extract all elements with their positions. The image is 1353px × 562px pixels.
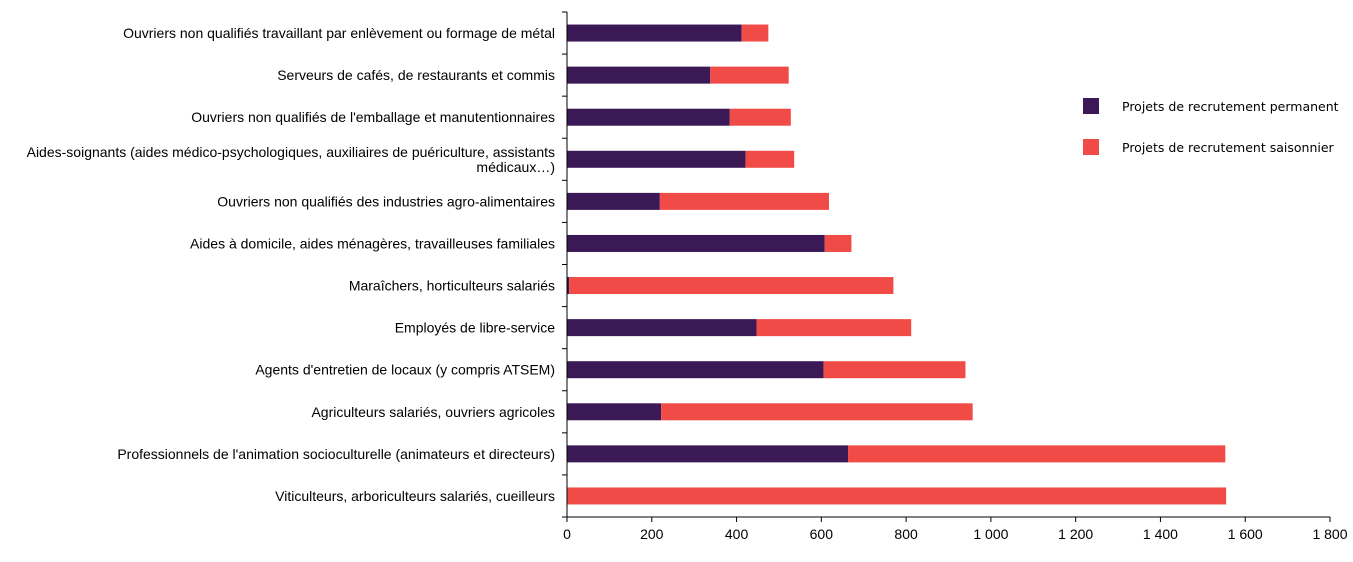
category-labels: Ouvriers non qualifiés travaillant par e… [27, 25, 556, 504]
category-label-6: Maraîchers, horticulteurs salariés [349, 278, 555, 294]
bar-permanent-0 [567, 24, 742, 42]
x-tick-label-9: 1 800 [1312, 526, 1347, 542]
x-tick-label-8: 1 600 [1228, 526, 1263, 542]
category-label-9: Agriculteurs salariés, ouvriers agricole… [311, 404, 555, 420]
x-axis: 0 200 400 600 800 1 000 1 200 1 400 1 600 1 800 [563, 516, 1348, 542]
legend-swatch-saisonnier [1083, 139, 1099, 155]
bar-saisonnier-9 [661, 403, 973, 421]
legend: Projets de recrutement permanent Projets … [1083, 98, 1339, 155]
x-tick-label-1: 200 [640, 526, 664, 542]
bar-permanent-3 [567, 150, 746, 168]
x-tick-label-2: 400 [725, 526, 749, 542]
category-label-8: Agents d'entretien de locaux (y compris … [255, 362, 555, 378]
bar-saisonnier-0 [741, 24, 769, 42]
bar-saisonnier-6 [569, 277, 894, 295]
bar-permanent-8 [567, 361, 824, 379]
bar-saisonnier-5 [824, 234, 852, 252]
legend-label-permanent: Projets de recrutement permanent [1122, 99, 1339, 114]
category-label-2: Ouvriers non qualifiés de l'emballage et… [191, 109, 555, 125]
y-axis [562, 11, 568, 518]
x-tick-label-0: 0 [563, 526, 571, 542]
bar-saisonnier-7 [756, 319, 912, 337]
bar-permanent-9 [567, 403, 662, 421]
bar-permanent-1 [567, 66, 711, 84]
category-label-5: Aides à domicile, aides ménagères, trava… [190, 235, 555, 251]
category-label-4: Ouvriers non qualifiés des industries ag… [217, 193, 555, 209]
bar-saisonnier-8 [823, 361, 966, 379]
bar-saisonnier-10 [848, 445, 1226, 463]
bar-saisonnier-4 [659, 192, 829, 210]
bar-saisonnier-2 [729, 108, 791, 126]
bar-saisonnier-1 [710, 66, 789, 84]
x-tick-label-6: 1 200 [1058, 526, 1093, 542]
legend-swatch-permanent [1083, 98, 1099, 114]
bar-permanent-10 [567, 445, 849, 463]
category-label-10: Professionnels de l'animation sociocultu… [117, 446, 555, 462]
bar-saisonnier-3 [745, 150, 795, 168]
category-label-11: Viticulteurs, arboriculteurs salariés, c… [275, 488, 555, 504]
category-label-0: Ouvriers non qualifiés travaillant par e… [123, 25, 555, 41]
x-tick-label-4: 800 [894, 526, 918, 542]
x-tick-label-7: 1 400 [1143, 526, 1178, 542]
x-tick-label-3: 600 [810, 526, 834, 542]
bar-permanent-2 [567, 108, 730, 126]
bar-permanent-5 [567, 234, 825, 252]
bar-permanent-7 [567, 319, 757, 337]
category-label-3: Aides-soignants (aides médico-psychologi… [27, 144, 555, 175]
bar-saisonnier-11 [567, 487, 1227, 505]
bar-permanent-6 [567, 277, 570, 295]
bar-permanent-4 [567, 192, 660, 210]
legend-label-saisonnier: Projets de recrutement saisonnier [1122, 140, 1335, 155]
category-label-1: Serveurs de cafés, de restaurants et com… [277, 67, 555, 83]
bars-group [567, 24, 1227, 505]
category-label-7: Employés de libre-service [395, 320, 555, 336]
x-tick-label-5: 1 000 [973, 526, 1008, 542]
